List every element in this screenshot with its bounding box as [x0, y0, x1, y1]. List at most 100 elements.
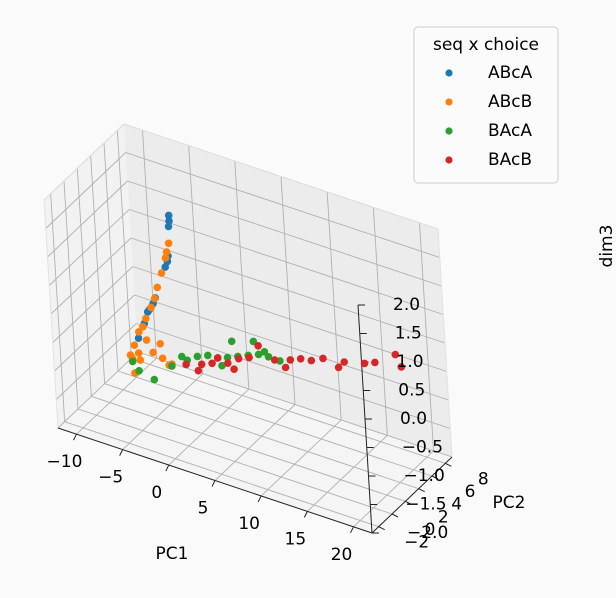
data-point: [142, 314, 150, 323]
legend-marker: [445, 127, 453, 135]
data-point: [264, 353, 273, 361]
data-point: [286, 356, 295, 364]
z-tick-label: −0.5: [402, 438, 443, 458]
grid-line-y: [77, 408, 393, 515]
grid-line-z: [55, 323, 137, 400]
grid-line-x: [353, 450, 434, 528]
data-point: [135, 367, 143, 375]
grid-line-y: [117, 370, 433, 477]
data-point: [134, 334, 143, 343]
data-point: [182, 360, 190, 369]
data-point: [270, 356, 279, 364]
data-point: [164, 211, 173, 220]
data-point: [319, 354, 327, 363]
data-point: [208, 359, 216, 368]
data-point: [153, 283, 162, 292]
z-axis-label: dim3: [597, 225, 616, 268]
data-point: [136, 356, 145, 364]
legend-marker: [445, 69, 453, 77]
data-point: [224, 359, 232, 368]
grid-line-x: [307, 435, 388, 512]
data-point: [150, 375, 159, 384]
y-tick-label: 0: [425, 520, 436, 540]
data-point: [139, 323, 147, 331]
x-tick-label: −5: [98, 468, 123, 488]
data-point: [156, 340, 164, 348]
legend-label: BAcA: [488, 121, 532, 141]
grid-line-z: [127, 180, 442, 287]
legend-items: ABcA ABcB BAcA BAcB: [445, 63, 533, 170]
data-point: [161, 263, 169, 271]
x-tick-label: 15: [285, 529, 307, 549]
data-point: [150, 294, 159, 303]
data-point: [260, 348, 269, 356]
data-point: [227, 337, 236, 346]
data-point: [254, 342, 262, 350]
data-point: [178, 352, 186, 361]
data-point: [230, 365, 238, 374]
data-point: [213, 354, 222, 362]
data-points: [126, 211, 406, 384]
legend-frame: [413, 26, 559, 184]
tick-labels: −10−505101520−202468−2.0−1.5−1.0−0.50.00…: [47, 295, 489, 565]
data-point: [162, 248, 171, 256]
data-point: [397, 363, 406, 371]
y-tick-label: 6: [465, 482, 476, 502]
data-point: [391, 350, 400, 359]
grid-line-z: [129, 209, 444, 315]
y-tick-label: 2: [438, 507, 449, 527]
data-point: [193, 352, 202, 361]
data-point: [307, 356, 316, 365]
data-point: [296, 355, 305, 363]
data-point: [164, 222, 173, 231]
data-point: [149, 348, 157, 357]
z-tick-label: 0.5: [398, 381, 425, 401]
grid-line-y: [64, 421, 379, 528]
grid-line-z: [45, 152, 127, 229]
grid-line-z: [130, 237, 446, 344]
grid-line-x: [76, 357, 157, 435]
data-point: [254, 350, 263, 359]
z-tick-label: 2.0: [393, 295, 420, 315]
data-point: [371, 358, 379, 367]
grid-line-x: [122, 373, 203, 450]
legend-marker: [445, 156, 453, 164]
z-tick-label: −1.0: [404, 466, 445, 486]
z-tick-label: 1.0: [397, 352, 424, 372]
data-point: [360, 359, 369, 368]
y-axis-label: PC2: [493, 493, 526, 513]
legend-marker: [445, 98, 453, 106]
grid-line-z: [137, 351, 453, 458]
grid-line-z: [125, 152, 440, 258]
data-point: [234, 354, 243, 363]
legend-label: BAcB: [488, 150, 532, 170]
data-point: [334, 363, 343, 372]
legend-title: seq x choice: [433, 35, 539, 55]
z-tick-label: 0.0: [400, 409, 427, 429]
grid-line-y: [104, 383, 419, 490]
data-point: [161, 254, 170, 262]
grid-line-y: [131, 357, 446, 464]
grid-line-y: [91, 395, 406, 502]
data-point: [130, 341, 139, 350]
data-point: [340, 358, 349, 366]
x-tick-label: 20: [331, 545, 353, 565]
grid-line-z: [52, 266, 134, 343]
grid-lines: [43, 123, 453, 528]
data-point: [245, 353, 253, 362]
data-point: [147, 303, 155, 312]
grid-line-z: [50, 237, 132, 315]
data-point: [135, 328, 143, 336]
data-point: [128, 357, 137, 366]
y-tick-label: 8: [478, 469, 489, 489]
data-point: [164, 239, 173, 248]
data-point: [197, 360, 206, 369]
x-axis-label: PC1: [156, 544, 189, 564]
legend: seq x choice ABcA ABcB BAcA BAcB: [413, 26, 559, 184]
y-axis-line: [371, 456, 453, 534]
data-point: [218, 361, 226, 370]
grid-line-x: [260, 419, 342, 497]
x-tick-label: −10: [47, 452, 83, 472]
data-point: [157, 269, 166, 277]
x-tick-label: 5: [198, 499, 209, 519]
